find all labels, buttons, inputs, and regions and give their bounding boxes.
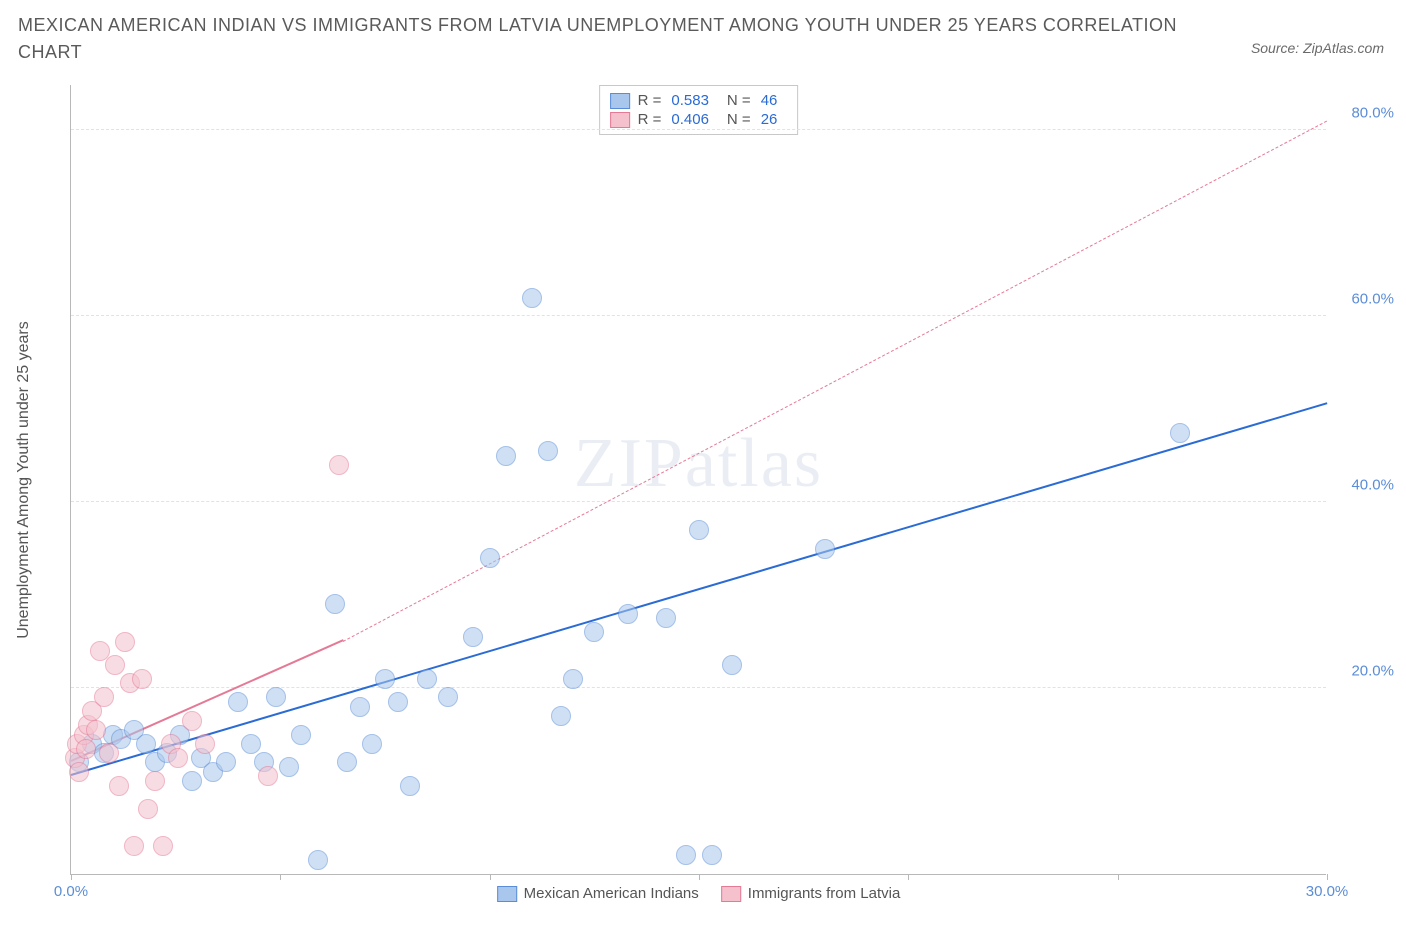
data-point [722, 655, 742, 675]
data-point [551, 706, 571, 726]
x-tick [1327, 874, 1328, 880]
gridline-horizontal [71, 687, 1326, 688]
legend-series: Mexican American Indians Immigrants from … [497, 885, 901, 902]
data-point [115, 632, 135, 652]
y-axis-title: Unemployment Among Youth under 25 years [15, 321, 33, 639]
data-point [815, 539, 835, 559]
legend-swatch [721, 886, 741, 902]
data-point [86, 720, 106, 740]
data-point [584, 622, 604, 642]
legend-r-label: R = [638, 111, 662, 128]
legend-r-value: 0.583 [671, 92, 709, 109]
data-point [329, 455, 349, 475]
data-point [375, 669, 395, 689]
data-point [241, 734, 261, 754]
x-tick-label: 0.0% [54, 883, 88, 900]
legend-swatch [610, 112, 630, 128]
data-point [522, 288, 542, 308]
x-tick [490, 874, 491, 880]
x-tick-label: 30.0% [1306, 883, 1349, 900]
data-point [308, 850, 328, 870]
data-point [105, 655, 125, 675]
legend-row: R = 0.583 N = 46 [610, 91, 788, 110]
watermark: ZIPatlas [574, 424, 823, 504]
legend-swatch [497, 886, 517, 902]
data-point [362, 734, 382, 754]
data-point [76, 739, 96, 759]
data-point [417, 669, 437, 689]
gridline-horizontal [71, 501, 1326, 502]
data-point [656, 608, 676, 628]
data-point [279, 757, 299, 777]
x-tick [699, 874, 700, 880]
plot-area: Unemployment Among Youth under 25 years … [70, 85, 1326, 875]
gridline-horizontal [71, 315, 1326, 316]
y-tick-label: 20.0% [1351, 663, 1394, 680]
legend-r-label: R = [638, 92, 662, 109]
legend-n-value: 46 [761, 92, 778, 109]
legend-correlation: R = 0.583 N = 46 R = 0.406 N = 26 [599, 85, 799, 135]
legend-series-label: Immigrants from Latvia [748, 885, 901, 902]
data-point [138, 799, 158, 819]
y-tick-label: 60.0% [1351, 291, 1394, 308]
chart-title: MEXICAN AMERICAN INDIAN VS IMMIGRANTS FR… [18, 12, 1186, 66]
data-point [94, 687, 114, 707]
data-point [1170, 423, 1190, 443]
data-point [228, 692, 248, 712]
data-point [388, 692, 408, 712]
data-point [350, 697, 370, 717]
x-tick [280, 874, 281, 880]
legend-series-item: Immigrants from Latvia [721, 885, 901, 902]
data-point [69, 762, 89, 782]
data-point [195, 734, 215, 754]
legend-swatch [610, 93, 630, 109]
x-tick [908, 874, 909, 880]
data-point [496, 446, 516, 466]
gridline-horizontal [71, 129, 1326, 130]
data-point [676, 845, 696, 865]
data-point [400, 776, 420, 796]
legend-n-label: N = [727, 92, 751, 109]
data-point [291, 725, 311, 745]
data-point [480, 548, 500, 568]
plot-canvas: ZIPatlas R =0.583N =46R =0.406N =26 Mexi… [70, 85, 1326, 875]
legend-row: R = 0.406 N = 26 [610, 110, 788, 129]
data-point [266, 687, 286, 707]
data-point [337, 752, 357, 772]
data-point [438, 687, 458, 707]
data-point [136, 734, 156, 754]
data-point [689, 520, 709, 540]
data-point [463, 627, 483, 647]
source-attribution: Source: ZipAtlas.com [1251, 40, 1384, 56]
trend-line [71, 403, 1328, 777]
data-point [538, 441, 558, 461]
data-point [216, 752, 236, 772]
data-point [182, 771, 202, 791]
legend-n-label: N = [727, 111, 751, 128]
data-point [145, 771, 165, 791]
data-point [168, 748, 188, 768]
legend-series-label: Mexican American Indians [524, 885, 699, 902]
data-point [618, 604, 638, 624]
data-point [182, 711, 202, 731]
legend-r-value: 0.406 [671, 111, 709, 128]
data-point [153, 836, 173, 856]
data-point [109, 776, 129, 796]
data-point [258, 766, 278, 786]
x-tick [1118, 874, 1119, 880]
legend-n-value: 26 [761, 111, 778, 128]
data-point [99, 743, 119, 763]
y-tick-label: 80.0% [1351, 105, 1394, 122]
x-tick [71, 874, 72, 880]
data-point [702, 845, 722, 865]
data-point [325, 594, 345, 614]
y-tick-label: 40.0% [1351, 477, 1394, 494]
data-point [132, 669, 152, 689]
data-point [563, 669, 583, 689]
data-point [124, 836, 144, 856]
legend-series-item: Mexican American Indians [497, 885, 699, 902]
